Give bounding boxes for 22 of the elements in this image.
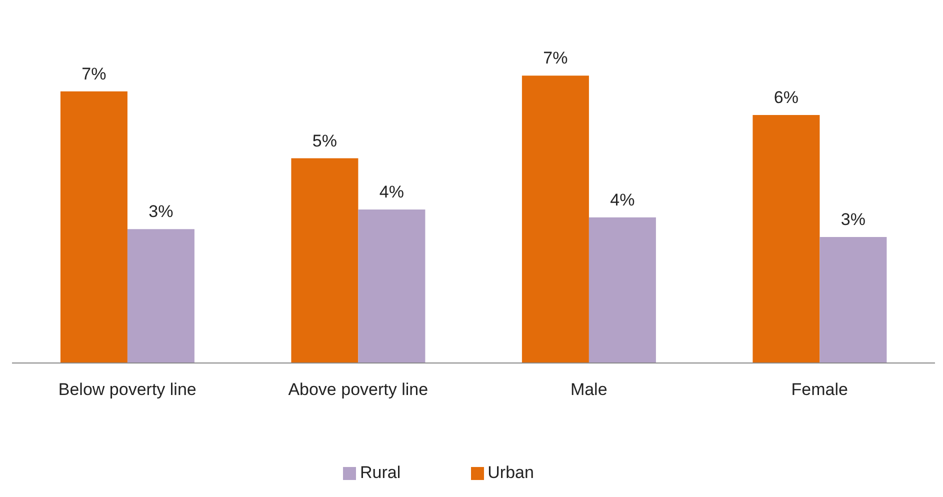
- data-label: 4%: [379, 182, 404, 202]
- x-tick-label: Below poverty line: [58, 380, 196, 400]
- bar: [291, 158, 358, 363]
- x-tick-label: Above poverty line: [288, 380, 428, 400]
- data-label: 4%: [610, 190, 635, 210]
- data-label: 3%: [840, 210, 866, 229]
- data-label: 7%: [543, 48, 568, 68]
- data-label: 5%: [312, 131, 337, 150]
- bar: [522, 76, 589, 363]
- bar: [60, 91, 128, 363]
- x-tick-label: Male: [570, 380, 608, 400]
- legend-label: Rural: [360, 463, 401, 482]
- data-label: 3%: [148, 202, 174, 222]
- bar: [752, 114, 820, 363]
- bar: [127, 229, 194, 363]
- data-label: 7%: [82, 64, 106, 84]
- x-tick-label: Female: [791, 380, 848, 400]
- bar: [358, 209, 426, 363]
- bar: [820, 237, 887, 363]
- data-label: 6%: [774, 88, 798, 107]
- legend-label: Urban: [488, 463, 534, 482]
- bar: [588, 217, 656, 363]
